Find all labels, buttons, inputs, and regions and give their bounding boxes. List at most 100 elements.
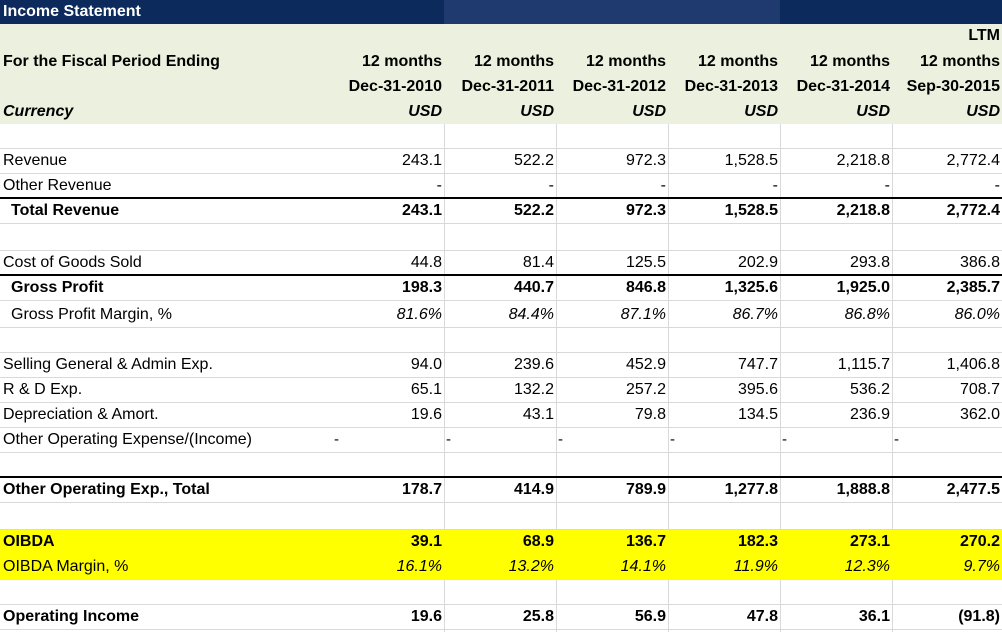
value-cell: - (994, 177, 1000, 194)
value-cell: 362.0 (959, 406, 1000, 423)
column-currency-6: USD (966, 103, 1000, 120)
value-cell: 1,528.5 (724, 152, 778, 169)
blank-row (0, 226, 1002, 251)
value-cell: 36.1 (858, 608, 890, 625)
column-period-5: 12 months (809, 53, 890, 70)
column-currency-3: USD (632, 103, 666, 120)
value-cell: 2,772.4 (946, 152, 1000, 169)
value-cell: - (772, 177, 778, 194)
column-date-3: Dec-31-2012 (572, 78, 666, 95)
column-date-4: Dec-31-2013 (684, 78, 778, 95)
row-label: Other Operating Expense/(Income) (3, 431, 253, 448)
row-total-revenue: Total Revenue 243.1 522.2 972.3 1,528.5 2,218… (0, 197, 1002, 224)
grid-line (780, 124, 781, 632)
value-cell: 125.5 (625, 254, 666, 271)
value-cell: 81.6% (396, 306, 442, 323)
value-cell: 440.7 (513, 279, 554, 296)
value-cell: 81.4 (522, 254, 554, 271)
row-da: Depreciation & Amort. 19.6 43.1 79.8 134.5 23… (0, 403, 1002, 428)
value-cell: 1,406.8 (946, 356, 1000, 373)
row-cogs: Cost of Goods Sold 44.8 81.4 125.5 202.9 293.… (0, 251, 1002, 276)
column-currency-5: USD (856, 103, 890, 120)
value-cell: 257.2 (625, 381, 666, 398)
row-sga: Selling General & Admin Exp. 94.0 239.6 452… (0, 353, 1002, 378)
value-cell: - (548, 177, 554, 194)
value-cell: 273.1 (849, 533, 890, 550)
title-bar: Income Statement (0, 0, 1002, 24)
value-cell: 2,385.7 (946, 279, 1000, 296)
value-cell: 87.1% (620, 306, 666, 323)
grid-line (892, 124, 893, 632)
row-gross-profit: Gross Profit 198.3 440.7 846.8 1,325.6 1,925.… (0, 274, 1002, 301)
value-cell: 236.9 (849, 406, 890, 423)
value-cell: 19.6 (410, 406, 442, 423)
value-cell: 25.8 (522, 608, 554, 625)
value-cell: 182.3 (737, 533, 778, 550)
value-cell: 1,277.8 (724, 481, 778, 498)
value-cell: 13.2% (508, 558, 554, 575)
blank-row (0, 505, 1002, 530)
period-label: For the Fiscal Period Ending (3, 53, 220, 70)
grid-line (556, 124, 557, 632)
column-period-6: 12 months (919, 53, 1000, 70)
column-currency-1: USD (408, 103, 442, 120)
value-cell: - (884, 177, 890, 194)
value-cell: (91.8) (958, 608, 1000, 625)
value-cell: 134.5 (737, 406, 778, 423)
value-cell: 2,218.8 (836, 152, 890, 169)
row-label: OIBDA (3, 533, 55, 550)
row-oibda: OIBDA 39.1 68.9 136.7 182.3 273.1 270.2 (0, 530, 1002, 555)
row-label: Other Operating Exp., Total (3, 481, 210, 498)
row-gross-margin: Gross Profit Margin, % 81.6% 84.4% 87.1% 86.… (0, 303, 1002, 328)
value-cell: 1,528.5 (724, 202, 778, 219)
row-rnd: R & D Exp. 65.1 132.2 257.2 395.6 536.2 708.7 (0, 378, 1002, 403)
column-top-6: LTM (968, 27, 1000, 44)
row-operating-income: Operating Income 19.6 25.8 56.9 47.8 36.1 (91.… (0, 605, 1002, 630)
value-cell: 136.7 (625, 533, 666, 550)
blank-row (0, 124, 1002, 149)
column-date-5: Dec-31-2014 (796, 78, 890, 95)
value-cell: 536.2 (849, 381, 890, 398)
column-date-6: Sep-30-2015 (906, 78, 1000, 95)
column-period-4: 12 months (697, 53, 778, 70)
column-header: For the Fiscal Period Ending Currency 12… (0, 24, 1002, 124)
value-cell: 2,477.5 (946, 481, 1000, 498)
row-label: Gross Profit (11, 279, 104, 296)
value-cell: 239.6 (513, 356, 554, 373)
value-cell: 293.8 (849, 254, 890, 271)
column-currency-2: USD (520, 103, 554, 120)
value-cell: 86.0% (954, 306, 1000, 323)
row-label: Other Revenue (3, 177, 112, 194)
value-cell: 198.3 (401, 279, 442, 296)
row-label: Selling General & Admin Exp. (3, 356, 213, 373)
value-cell: 270.2 (959, 533, 1000, 550)
value-cell: 86.8% (844, 306, 890, 323)
value-cell: 9.7% (963, 558, 1000, 575)
row-label: Depreciation & Amort. (3, 406, 159, 423)
value-cell: 789.9 (625, 481, 666, 498)
value-cell: 68.9 (522, 533, 554, 550)
value-cell: 386.8 (959, 254, 1000, 271)
value-cell: - (670, 431, 675, 448)
row-oibda-margin: OIBDA Margin, % 16.1% 13.2% 14.1% 11.9% 12.3%… (0, 555, 1002, 580)
row-other-revenue: Other Revenue - - - - - - (0, 174, 1002, 199)
row-label: Gross Profit Margin, % (11, 306, 172, 323)
value-cell: 747.7 (737, 356, 778, 373)
value-cell: 44.8 (410, 254, 442, 271)
value-cell: - (782, 431, 787, 448)
column-currency-4: USD (744, 103, 778, 120)
row-revenue: Revenue 243.1 522.2 972.3 1,528.5 2,218.8 2,77… (0, 149, 1002, 174)
value-cell: 452.9 (625, 356, 666, 373)
value-cell: 414.9 (513, 481, 554, 498)
value-cell: 522.2 (513, 202, 554, 219)
value-cell: 178.7 (401, 481, 442, 498)
value-cell: 94.0 (410, 356, 442, 373)
value-cell: 65.1 (410, 381, 442, 398)
value-cell: 12.3% (844, 558, 890, 575)
value-cell: 846.8 (625, 279, 666, 296)
row-label: Cost of Goods Sold (3, 254, 142, 271)
value-cell: 19.6 (410, 608, 442, 625)
currency-label: Currency (3, 103, 74, 120)
blank-row (0, 453, 1002, 478)
